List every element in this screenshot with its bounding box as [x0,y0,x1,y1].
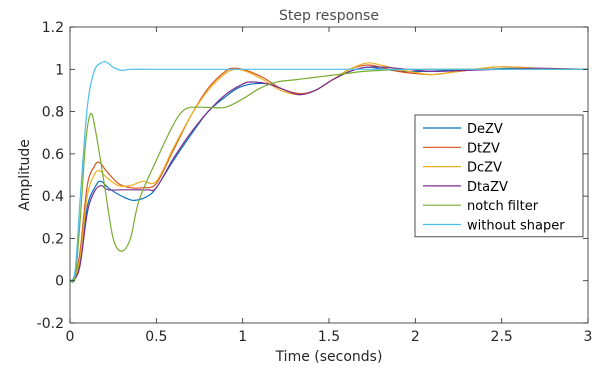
y-tick-label: 0 [55,274,64,290]
legend-label-notch-filter: notch filter [467,199,539,214]
series-line-notch-filter [70,68,588,283]
legend: DeZV DtZV DcZV DtaZV notch filter without sha… [414,114,584,238]
x-tick-label: 1 [238,329,247,345]
y-axis-label: Amplitude [17,139,33,211]
x-axis: 0 0.5 1 1.5 2 2.5 3 [66,27,593,345]
legend-label-dczv: DcZV [467,161,502,176]
chart-title: Step response [279,8,379,24]
x-tick-label: 0.5 [145,329,167,345]
series-layer [70,60,588,283]
y-tick-label: 1 [55,62,64,78]
y-tick-label: 0.6 [42,147,64,163]
legend-box [414,114,584,238]
x-tick-label: 1.5 [318,329,340,345]
legend-label-dtzv: DtZV [467,141,500,156]
x-tick-label: 2.5 [491,329,513,345]
series-line-without-shaper [70,60,588,282]
x-axis-label: Time (seconds) [275,349,383,365]
y-tick-label: 0.8 [42,105,64,121]
y-tick-label: 1.2 [42,20,64,36]
y-tick-label: -0.2 [37,316,64,332]
y-tick-label: 0.4 [42,189,64,205]
x-tick-label: 2 [411,329,420,345]
x-tick-label: 0 [66,329,75,345]
series-line-dezv [70,66,588,282]
legend-label-dtazv: DtaZV [467,180,508,195]
y-axis: -0.2 0 0.2 0.4 0.6 0.8 1 1.2 [37,20,588,332]
series-line-dczv [70,62,588,282]
legend-label-dezv: DeZV [467,122,503,137]
legend-label-without-shaper: without shaper [467,219,565,234]
y-tick-label: 0.2 [42,231,64,247]
x-tick-label: 3 [584,329,593,345]
